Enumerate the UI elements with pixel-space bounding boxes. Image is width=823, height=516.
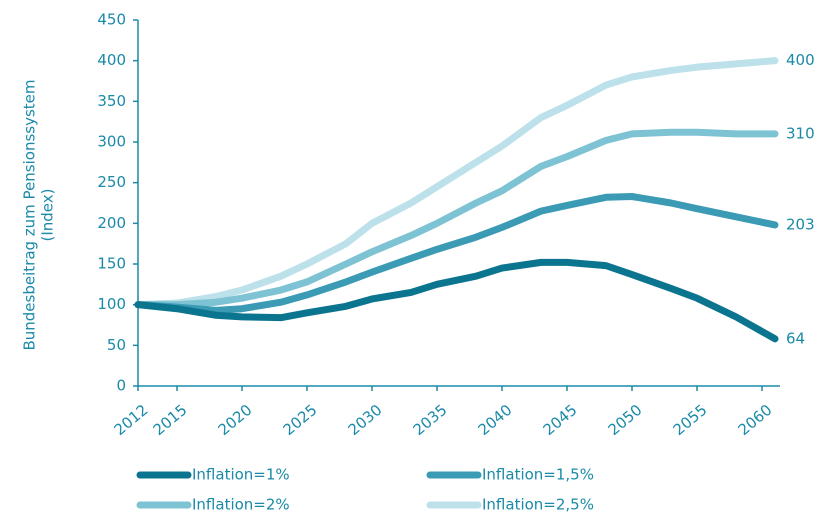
x-tick-label: 2050 (605, 401, 646, 439)
y-axis-label: (Index) (39, 189, 57, 242)
x-tick-label: 2060 (735, 401, 776, 439)
y-tick-label: 400 (97, 51, 126, 69)
legend-label: Inflation=1% (192, 466, 290, 484)
x-tick-label: 2045 (540, 401, 581, 439)
end-label: 400 (786, 51, 815, 69)
legend-label: Inflation=2% (192, 496, 290, 513)
legend-label: Inflation=2,5% (482, 496, 594, 513)
x-tick-label: 2040 (475, 401, 516, 439)
y-tick-label: 450 (97, 11, 126, 29)
end-label: 64 (786, 329, 805, 347)
y-tick-label: 150 (97, 255, 126, 273)
y-tick-label: 0 (116, 377, 126, 395)
x-tick-label: 2020 (215, 401, 256, 439)
y-axis-label: Bundesbeitrag zum Pensionssystem (21, 79, 39, 350)
x-tick-label: 2030 (345, 401, 386, 439)
x-tick-label: 2035 (410, 401, 451, 439)
y-tick-label: 350 (97, 92, 126, 110)
x-tick-label: 2012 (111, 401, 152, 439)
x-tick-label: 2055 (670, 401, 711, 439)
y-tick-label: 50 (107, 336, 126, 354)
series-line (134, 258, 779, 343)
series-line (134, 128, 779, 309)
y-tick-label: 300 (97, 133, 126, 151)
x-tick-label: 2025 (280, 401, 321, 439)
y-tick-label: 250 (97, 173, 126, 191)
end-label: 310 (786, 124, 815, 142)
end-label: 203 (786, 215, 815, 233)
y-tick-label: 100 (97, 295, 126, 313)
x-tick-label: 2015 (150, 401, 191, 439)
series-line (134, 192, 779, 314)
series-line (134, 57, 779, 309)
y-tick-label: 200 (97, 214, 126, 232)
legend-label: Inflation=1,5% (482, 466, 594, 484)
